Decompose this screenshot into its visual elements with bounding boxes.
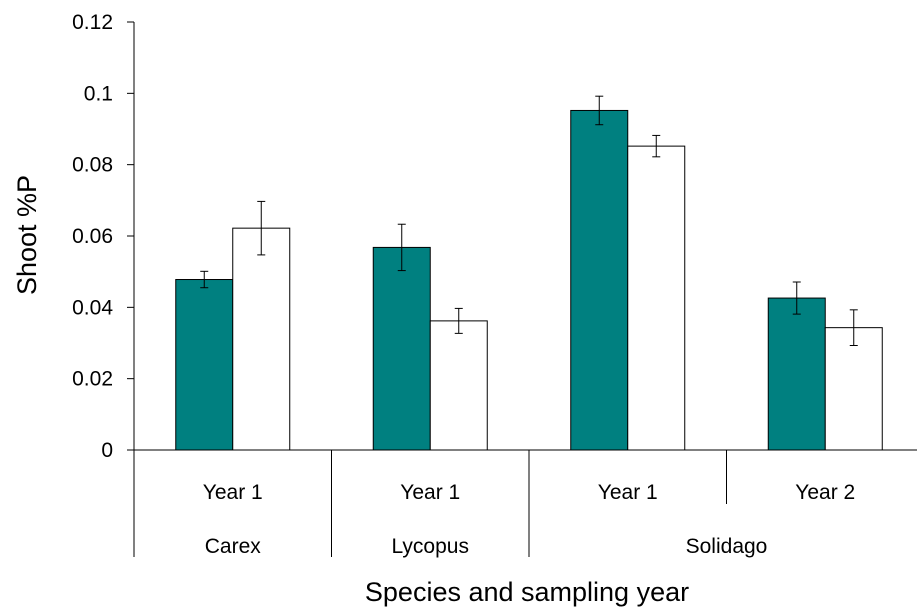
y-tick-label: 0.04 [72,296,113,319]
x-category-label: Year 1 [400,481,460,504]
bar [767,297,826,451]
bar [429,320,488,451]
bar [824,327,883,451]
bar [372,246,431,451]
bar [175,279,234,451]
x-axis-title: Species and sampling year [365,577,689,607]
bar [232,227,291,451]
x-category-label: Year 2 [795,481,855,504]
bar [627,145,686,451]
x-group-label: Lycopus [392,535,469,558]
y-tick-label: 0.02 [72,368,113,391]
y-tick-label: 0.06 [72,225,113,248]
x-group-label: Solidago [686,535,768,558]
x-category-label: Year 1 [203,481,263,504]
y-axis-title: Shoot %P [12,175,42,295]
x-category-label: Year 1 [598,481,658,504]
x-group-label: Carex [205,535,262,558]
plot-area: 0 0.02 0.04 0.06 0.08 0.1 0.12 Year 1 Year 1 Year… [72,11,917,558]
y-tick-label: 0.12 [72,11,113,34]
bar [570,109,629,451]
y-tick-label: 0.1 [84,82,113,105]
y-tick-label: 0 [101,439,113,462]
y-tick-label: 0.08 [72,154,113,177]
